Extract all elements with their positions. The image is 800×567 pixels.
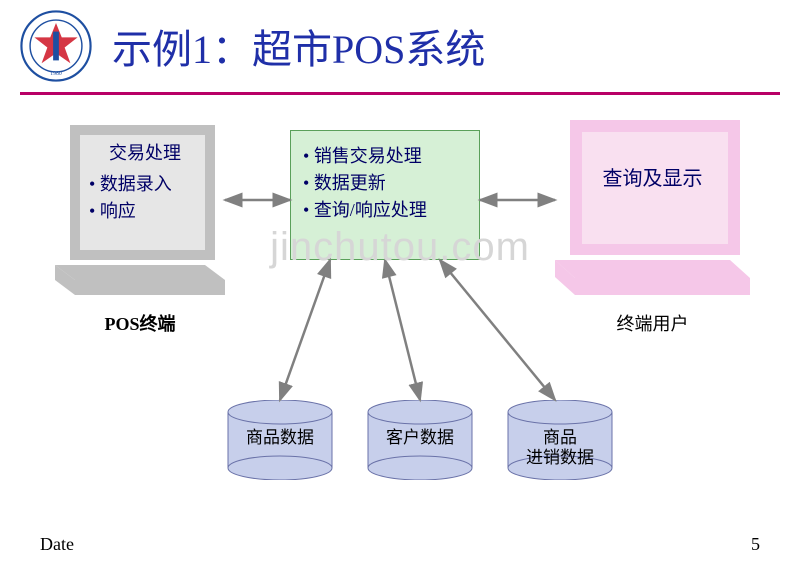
footer-date: Date [40,534,74,555]
school-logo: 1980 [20,10,92,82]
svg-text:1980: 1980 [50,71,62,77]
title-underline [20,92,780,95]
page-number: 5 [751,534,760,555]
page-title: 示例1：超市POS系统 [112,17,485,75]
footer: Date 5 [40,534,760,555]
connector-arrow [440,260,555,400]
connector-arrow [385,260,420,400]
header-row: 1980 示例1：超市POS系统 [0,0,800,82]
connector-arrow [280,260,330,400]
arrows-layer [0,110,800,530]
system-diagram: 交易处理 数据录入响应 POS终端 销售交易处理数据更新查询/响应处理 查询及显… [0,110,800,530]
